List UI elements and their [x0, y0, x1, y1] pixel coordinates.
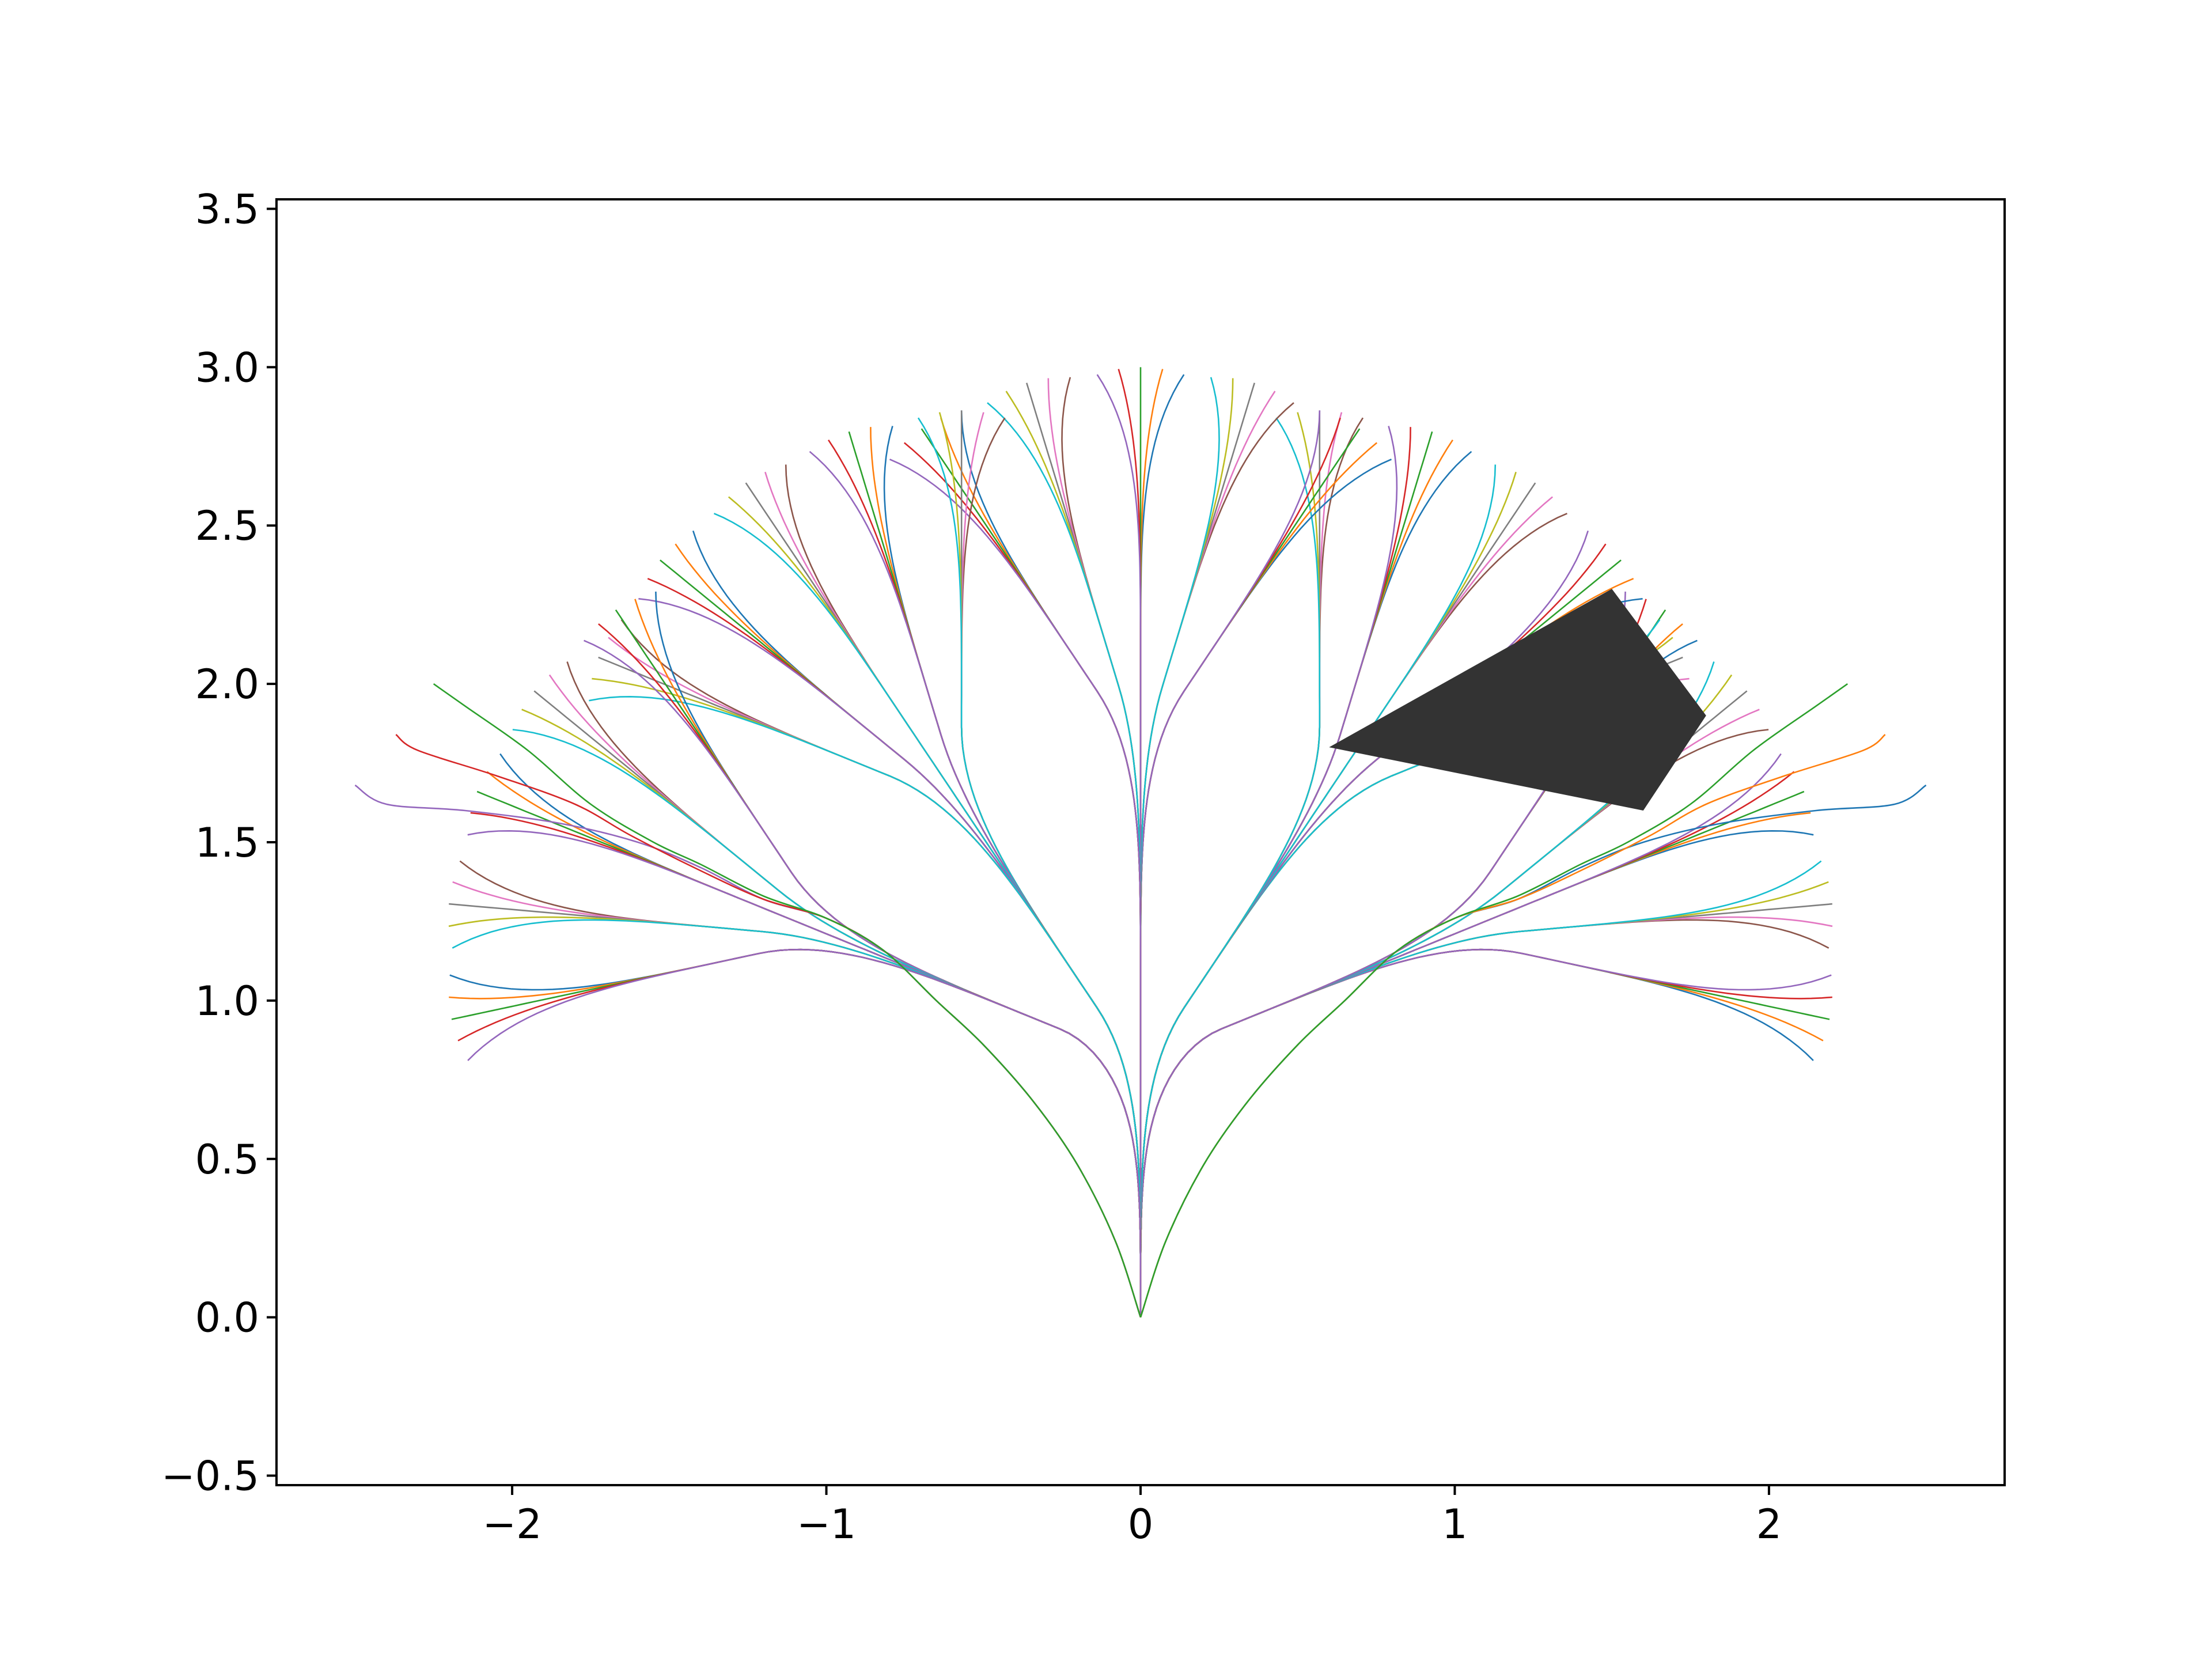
trajectory-line — [1139, 417, 1321, 1318]
trajectory-line — [889, 459, 1142, 1318]
y-tick-label: 2.5 — [195, 502, 259, 550]
y-axis-ticks: −0.5 0.0 0.5 1.0 1.5 2.0 2.5 3.0 3.5 — [161, 185, 276, 1500]
x-tick-label: −1 — [797, 1501, 856, 1548]
x-axis-ticks: −2 −1 0 1 2 — [482, 1485, 1782, 1548]
outer-trajectory-line — [1139, 683, 1849, 1318]
trajectory-line — [467, 948, 1142, 1318]
obstacle-polygon — [1329, 589, 1706, 811]
y-tick-label: 3.5 — [195, 185, 259, 233]
x-tick-label: −2 — [482, 1501, 541, 1548]
y-tick-label: 1.5 — [195, 819, 259, 866]
obstacle-layer — [1329, 589, 1706, 811]
y-tick-label: 0.0 — [195, 1294, 259, 1342]
y-tick-label: 1.0 — [195, 978, 259, 1025]
x-tick-label: 1 — [1442, 1501, 1468, 1548]
outer-trajectory-line — [433, 683, 1142, 1318]
y-tick-label: 0.5 — [195, 1136, 259, 1183]
trajectory-line — [589, 695, 1142, 1318]
y-tick-label: 2.0 — [195, 661, 259, 708]
x-tick-label: 2 — [1756, 1501, 1782, 1548]
y-tick-label: −0.5 — [161, 1453, 259, 1500]
x-tick-label: 0 — [1128, 1501, 1154, 1548]
y-tick-label: 3.0 — [195, 344, 259, 391]
